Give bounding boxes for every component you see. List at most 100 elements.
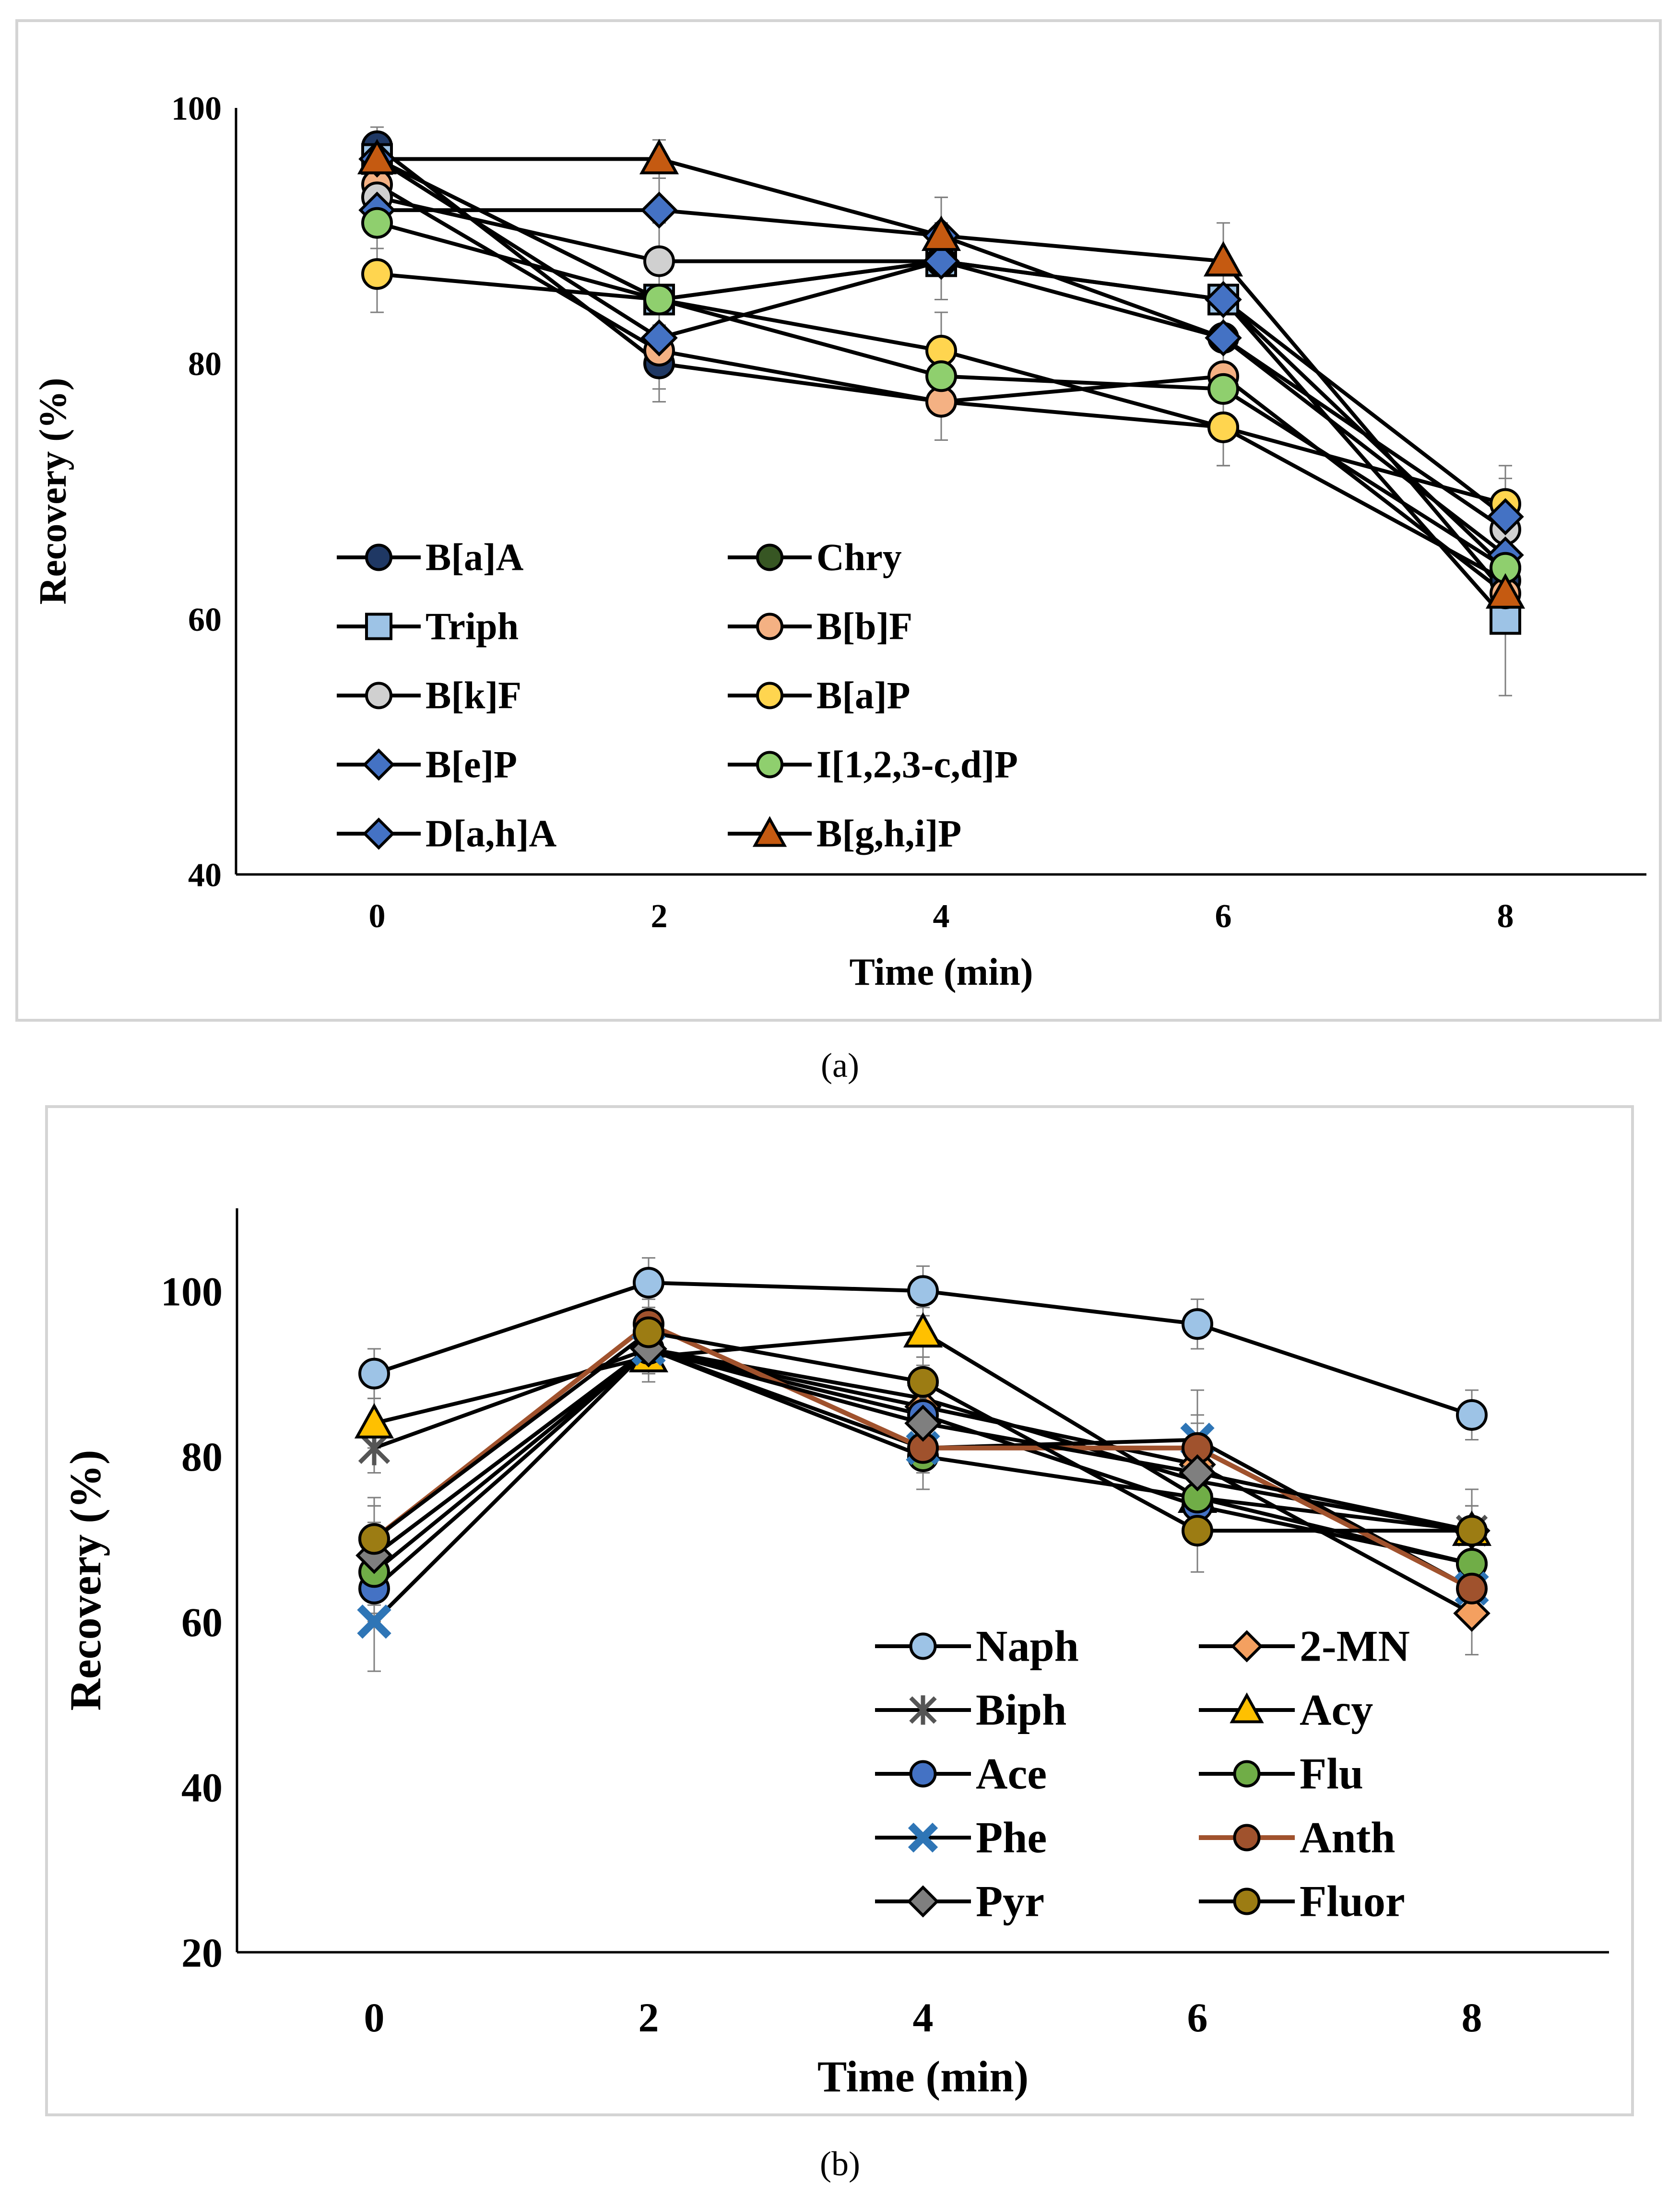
point-naph-1 [633,1267,664,1299]
point-d-a-h-a-2 [923,242,960,280]
legend-item-b-e-p: B[e]P [337,743,517,786]
legend-label-pyr: Pyr [976,1876,1044,1925]
point-naph-0 [358,1357,390,1390]
legend-item-fluor: Fluor [1199,1876,1405,1925]
legend-marker-naph [909,1632,937,1660]
series-markers-b-g-h-i-p [357,139,1526,609]
y-tick-label-60: 60 [188,602,222,638]
point-d-a-h-a-4 [1487,498,1524,536]
legend-item-pyr: Pyr [875,1876,1044,1925]
series-markers-i-1-2-3-c-d-p [361,207,1521,584]
legend-marker-triph [365,613,392,640]
point-b-k-f-1 [643,245,675,277]
legend-item-triph: Triph [337,605,519,648]
legend: B[a]A Chry Triph B[b]F B[k]F B[a]P B[e]P I[1,2,… [337,536,1018,855]
x-tick-label-6: 6 [1187,1994,1208,2041]
x-tick-label-6: 6 [1215,898,1232,935]
legend-item-naph: Naph [875,1621,1079,1670]
legend-marker-chry [756,543,783,571]
legend-label-triph: Triph [426,605,519,648]
legend-label-acy: Acy [1300,1685,1373,1734]
legend-item-anth: Anth [1199,1813,1395,1862]
point-b-g-h-i-p-3 [1203,241,1243,277]
chart-b: 20 40 60 80 100 0 2 4 6 8 Time (min) Recovery (%) Na… [61,1208,1609,2101]
point-i-1-2-3-c-d-p-2 [925,360,957,392]
point-i-1-2-3-c-d-p-1 [643,283,675,316]
legend-marker-phe [908,1822,938,1853]
legend-item-i-1-2-3-c-d-p: I[1,2,3-c,d]P [728,743,1018,786]
legend-marker-b-a-a [365,543,392,571]
legend-item-acy: Acy [1199,1685,1373,1734]
point-fluor-0 [358,1523,390,1555]
point-acy-2 [903,1312,943,1348]
legend-marker-ace [909,1760,937,1788]
point-fluor-4 [1456,1515,1488,1547]
legend-marker-b-g-h-i-p [752,816,787,847]
x-tick-label-4: 4 [913,1994,934,2041]
point-naph-2 [907,1275,939,1307]
x-tick-label-4: 4 [933,898,950,935]
legend-marker-biph [909,1695,937,1725]
legend-marker-b-e-p [362,748,395,781]
legend-item-b-a-p: B[a]P [728,674,911,717]
legend-label-ace: Ace [976,1749,1047,1798]
point-b-a-p-3 [1207,411,1239,443]
legend-item-flu: Flu [1199,1749,1363,1798]
legend-marker-b-a-p [756,682,783,709]
legend-label-b-e-p: B[e]P [426,743,517,786]
point-naph-4 [1456,1399,1488,1431]
y-tick-label-80: 80 [188,346,222,383]
series-markers-naph [358,1267,1488,1431]
point-i-1-2-3-c-d-p-3 [1207,373,1239,405]
legend-marker-fluor [1233,1887,1261,1915]
legend-label-chry: Chry [816,536,902,578]
x-axis-label: Time (min) [817,2052,1029,2101]
caption-b: (b) [820,2145,860,2183]
point-b-g-h-i-p-1 [639,139,679,175]
legend-label-2-mn: 2-MN [1300,1621,1410,1670]
x-tick-label-2: 2 [651,898,668,935]
legend-item-ace: Ace [875,1749,1047,1798]
point-b-g-h-i-p-0 [357,139,397,175]
legend-item-phe: Phe [875,1813,1047,1862]
y-tick-label-100: 100 [161,1268,223,1314]
x-tick-label-0: 0 [364,1994,385,2041]
legend-marker-pyr [907,1885,939,1918]
legend-marker-d-a-h-a [362,817,395,850]
legend-item-d-a-h-a: D[a,h]A [337,813,557,855]
chart-a: 40 60 80 100 0 2 4 6 8 Time (min) Recovery (%) B[a]… [32,91,1646,993]
point-i-1-2-3-c-d-p-0 [361,207,393,239]
legend-marker-2-mn [1230,1630,1263,1663]
point-naph-3 [1182,1308,1213,1340]
y-axis-label: Recovery (%) [61,1450,110,1711]
legend-label-biph: Biph [976,1685,1066,1734]
legend-label-fluor: Fluor [1300,1876,1405,1925]
legend-marker-b-k-f [365,682,392,709]
point-fluor-2 [907,1366,939,1398]
y-tick-label-40: 40 [181,1764,223,1810]
legend-label-b-a-a: B[a]A [426,536,524,578]
legend-label-b-b-f: B[b]F [816,605,912,648]
series-markers-fluor [358,1316,1488,1555]
legend-item-b-a-a: B[a]A [337,536,524,578]
legend-item-chry: Chry [728,536,902,578]
panel-a-frame [15,19,1662,1022]
legend-marker-i-1-2-3-c-d-p [756,751,783,779]
caption-a: (a) [821,1046,859,1085]
y-tick-label-100: 100 [171,91,222,128]
legend-marker-b-b-f [756,613,783,640]
legend-marker-anth [1233,1824,1261,1852]
point-pyr-3 [1179,1454,1216,1492]
point-d-a-h-a-1 [640,319,678,357]
point-b-g-h-i-p-2 [921,215,961,251]
legend-item-b-g-h-i-p: B[g,h,i]P [728,813,961,855]
point-pyr-2 [904,1404,942,1442]
legend-label-d-a-h-a: D[a,h]A [426,813,557,855]
point-2-mn-4 [1453,1594,1491,1632]
legend-label-i-1-2-3-c-d-p: I[1,2,3-c,d]P [816,743,1018,786]
legend-marker-flu [1233,1760,1261,1788]
y-axis-label: Recovery (%) [32,377,74,604]
point-acy-0 [354,1403,394,1439]
legend-label-flu: Flu [1300,1749,1363,1798]
legend-item-b-k-f: B[k]F [337,674,521,717]
